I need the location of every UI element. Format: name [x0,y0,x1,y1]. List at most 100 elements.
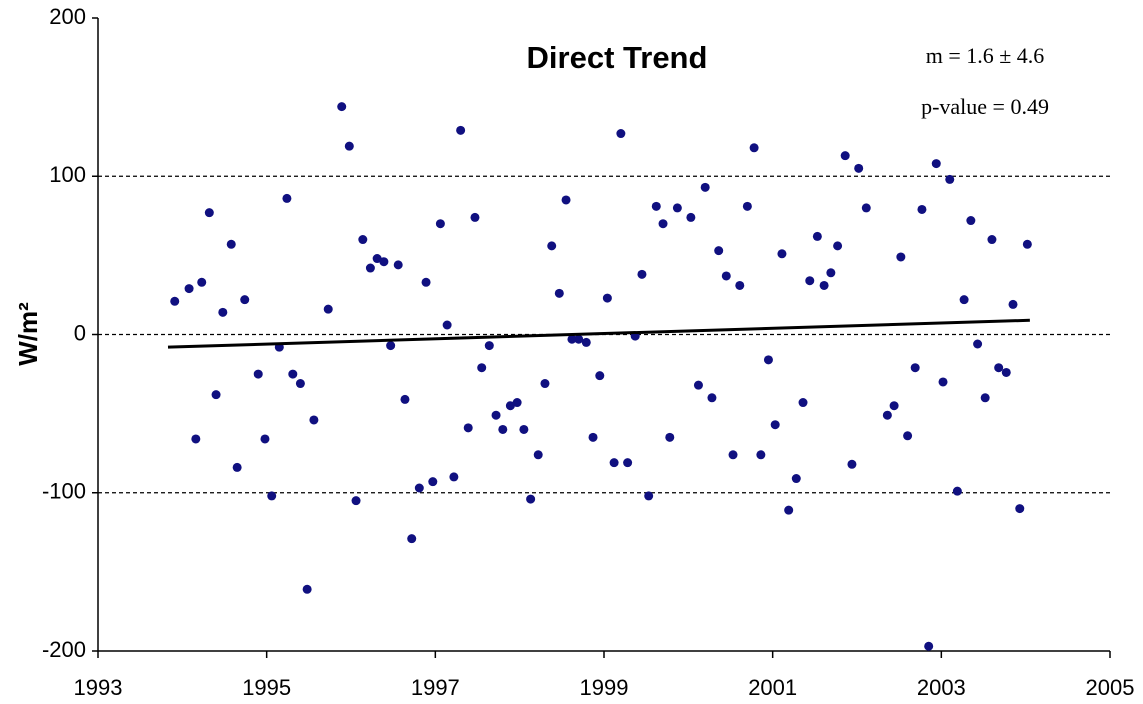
point [686,212,696,222]
point [728,450,738,460]
point [226,239,236,249]
point [595,371,605,381]
annotation: p-value = 0.49 [921,94,1049,119]
point [414,483,424,493]
y-tick-label: -200 [42,637,86,662]
point [260,434,270,444]
point [540,379,550,389]
point [1015,504,1025,514]
x-tick-label: 1995 [242,675,291,700]
point [847,459,857,469]
point [191,434,201,444]
point [267,491,277,501]
point [756,450,766,460]
point [470,212,480,222]
point [533,450,543,460]
point [240,295,250,305]
x-tick-label: 2001 [748,675,797,700]
point [644,491,654,501]
x-tick-label: 2003 [917,675,966,700]
point [498,424,508,434]
point [295,379,305,389]
point [505,401,515,411]
point [826,268,836,278]
point [428,477,438,487]
point [938,377,948,387]
point [770,420,780,430]
point [379,257,389,267]
point [637,269,647,279]
point [658,219,668,229]
point [588,432,598,442]
x-tick-label: 1993 [74,675,123,700]
point [980,393,990,403]
point [602,293,612,303]
point [372,254,382,264]
point [491,410,501,420]
point [616,129,626,139]
point [854,163,864,173]
point [693,380,703,390]
point [204,208,214,218]
point [344,141,354,151]
point [170,296,180,306]
point [351,496,361,506]
point [581,337,591,347]
point [665,432,675,442]
point [742,201,752,211]
point [282,193,292,203]
point [994,363,1004,373]
point [526,494,536,504]
point [917,204,927,214]
point [477,363,487,373]
point [651,201,661,211]
point [337,102,347,112]
point [973,339,983,349]
point [574,334,584,344]
y-tick-label: 0 [74,320,86,345]
y-axis-label: W/m² [13,302,43,366]
point [232,462,242,472]
point [288,369,298,379]
point [184,284,194,294]
point [463,423,473,433]
x-tick-label: 1997 [411,675,460,700]
point [672,203,682,213]
point [400,394,410,404]
point [519,424,529,434]
point [547,241,557,251]
chart-title: Direct Trend [527,40,708,75]
trend-line [167,318,1030,349]
point [896,252,906,262]
point [707,393,717,403]
point [784,505,794,515]
point [386,341,396,351]
point [952,486,962,496]
annotation: m = 1.6 ± 4.6 [926,43,1045,68]
point [407,534,417,544]
point [777,249,787,259]
point [358,235,368,245]
x-tick-label: 1999 [580,675,629,700]
point [805,276,815,286]
point [945,174,955,184]
point [861,203,871,213]
point [910,363,920,373]
point [309,415,319,425]
point [623,458,633,468]
point [812,231,822,241]
point [791,474,801,484]
point [442,320,452,330]
point [218,307,228,317]
point [749,143,759,153]
point [609,458,619,468]
point [798,398,808,408]
y-tick-label: 200 [49,4,86,29]
point [484,341,494,351]
point [882,410,892,420]
point [456,125,466,135]
point [903,431,913,441]
point [931,159,941,169]
point [197,277,207,287]
point [889,401,899,411]
